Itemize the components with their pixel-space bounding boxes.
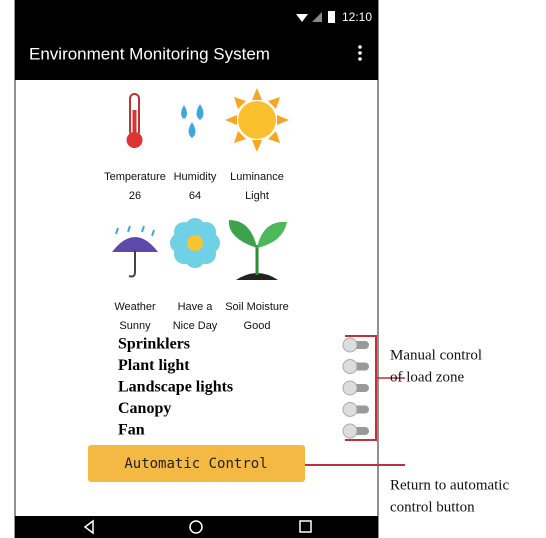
- thermometer-icon: [126, 93, 143, 148]
- sprout-icon: [228, 220, 287, 280]
- nav-bar: [15, 516, 378, 538]
- sensor-value: Sunny: [119, 320, 151, 332]
- sensor-value: 64: [189, 190, 201, 202]
- load-toggle[interactable]: [342, 359, 369, 374]
- nav-back[interactable]: [83, 519, 94, 535]
- toggle-thumb: [342, 380, 358, 396]
- sun-icon: [225, 88, 289, 152]
- humidity-icon: [181, 104, 204, 138]
- toggle-thumb: [342, 359, 358, 374]
- nav-recents[interactable]: [299, 520, 312, 533]
- sensor-label: Have a: [178, 301, 214, 313]
- button-label: Automatic Control: [124, 456, 267, 472]
- sensor-value: Nice Day: [173, 320, 218, 332]
- toggle-thumb: [342, 423, 358, 439]
- umbrella-icon: [112, 225, 158, 278]
- app-title: Environment Monitoring System: [29, 44, 270, 63]
- manual-bracket: [345, 335, 377, 441]
- sensor-label: Humidity: [174, 171, 217, 183]
- sensor-label: Weather: [114, 301, 156, 313]
- load-label: Landscape lights: [118, 379, 233, 396]
- load-toggle[interactable]: [342, 423, 369, 439]
- load-toggle[interactable]: [342, 402, 369, 417]
- load-toggle[interactable]: [342, 337, 369, 353]
- annotation-text: control button: [390, 499, 475, 515]
- sensor-value: 26: [129, 190, 141, 202]
- toggle-thumb: [342, 402, 358, 417]
- wifi-icon: [296, 14, 308, 22]
- load-toggle[interactable]: [342, 380, 369, 396]
- sensor-label: Soil Moisture: [225, 301, 289, 313]
- annotation-text: Manual control: [390, 347, 482, 363]
- load-label: Fan: [118, 422, 145, 439]
- sensor-value: Light: [245, 190, 269, 202]
- annotation-text: Return to automatic: [390, 477, 509, 493]
- app-bar: [15, 30, 378, 80]
- flower-icon: [170, 218, 220, 268]
- overflow-menu[interactable]: [358, 45, 362, 61]
- sensor-label: Temperature: [104, 171, 166, 183]
- status-bar: [15, 0, 378, 30]
- load-list: Sprinklers Plant light Landscape lights Can…: [118, 336, 369, 439]
- toggle-thumb: [342, 337, 358, 353]
- load-label: Canopy: [118, 400, 171, 417]
- nav-home[interactable]: [189, 520, 203, 534]
- sensor-value: Good: [244, 320, 271, 332]
- status-time: 12:10: [342, 10, 372, 24]
- sensor-label: Luminance: [230, 171, 284, 183]
- automatic-control-button[interactable]: [88, 445, 305, 482]
- battery-icon: [328, 11, 335, 23]
- signal-icon: [312, 12, 322, 22]
- load-label: Plant light: [118, 357, 190, 374]
- load-label: Sprinklers: [118, 336, 190, 353]
- annotation-text: of load zone: [390, 369, 464, 385]
